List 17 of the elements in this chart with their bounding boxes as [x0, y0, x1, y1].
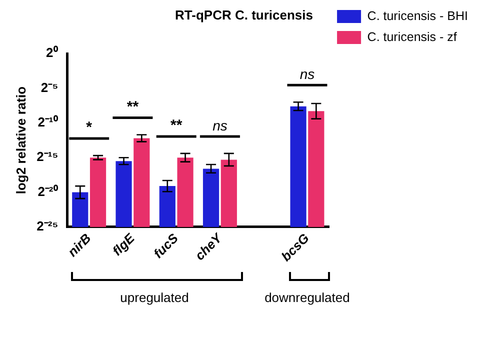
y-axis-title: log2 relative ratio	[13, 86, 28, 194]
y-tick-label: 2⁻²⁵	[36, 218, 58, 234]
annotation: *	[86, 119, 92, 136]
annotation: **	[170, 117, 182, 134]
y-tick-label: 2⁻¹⁵	[36, 149, 58, 164]
y-tick-label: 2⁻¹⁰	[38, 114, 58, 130]
text: upregulated	[119, 290, 190, 305]
chart-title: RT-qPCR C. turicensis	[175, 7, 313, 22]
annotation: **	[126, 98, 139, 116]
legend-label: C. turicensis - BHI	[367, 8, 468, 23]
annotation: ns	[212, 117, 228, 134]
y-tick-label: 2⁻²⁰	[38, 184, 58, 199]
legend-label: C. turicensis - zf	[367, 30, 458, 44]
y-tick-label: 2⁰	[46, 45, 58, 60]
y-tick-label: 2⁻⁵	[40, 80, 58, 95]
annotation: ns	[300, 66, 315, 82]
text: downregulated	[264, 290, 351, 305]
